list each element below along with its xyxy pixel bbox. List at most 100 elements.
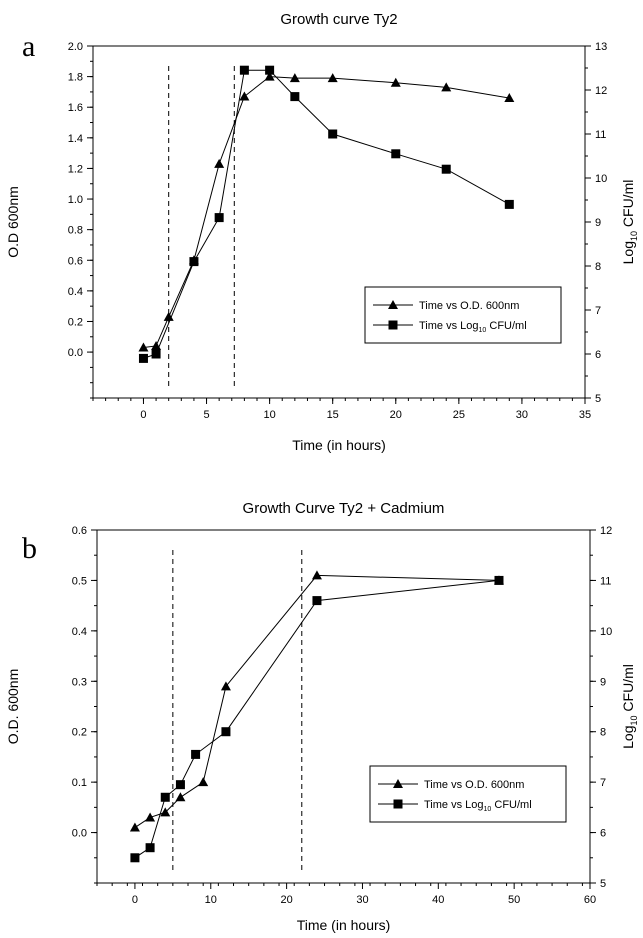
- panel-b-y-axis-label: O.D. 600nm: [5, 669, 21, 744]
- panel-a-title: Growth curve Ty2: [280, 11, 397, 28]
- panel-b-series-2-point: [312, 596, 322, 606]
- panel-b-legend-marker-triangle: [393, 779, 403, 788]
- panel-b-y2-tick-label: 11: [600, 575, 611, 587]
- panel-b-series-1-point: [311, 570, 322, 580]
- panel-a-x-tick-label: 15: [327, 409, 339, 421]
- panel-a-y-tick-label: 1.2: [68, 163, 83, 175]
- panel-b-series-2-line: [134, 579, 500, 859]
- panel-a-series-2-point: [138, 353, 148, 363]
- panel-b-y2-tick-label: 5: [600, 878, 606, 890]
- panel-a-y2-tick-label: 8: [595, 261, 601, 273]
- panel-a-series-1-point: [264, 71, 275, 81]
- panel-a-series-1-point: [214, 158, 225, 168]
- panel-b-y2-axis-label: Log10 CFU/ml: [620, 664, 639, 749]
- panel-a-series-2-point: [391, 149, 401, 159]
- panel-a-legend-box: [364, 286, 562, 344]
- panel-a-x-tick-label: 25: [453, 409, 465, 421]
- panel-b-y2-tick-label: 10: [600, 626, 612, 638]
- panel-a-legend: Time vs O.D. 600nm Time vs Log10 CFU/ml: [364, 286, 562, 344]
- panel-a-y2-tick-label: 10: [595, 173, 607, 185]
- panel-b-x-tick-label: 40: [432, 894, 444, 906]
- panel-a-y-tick-label: 0.2: [68, 316, 83, 328]
- panel-b-x-axis-label: Time (in hours): [297, 917, 391, 933]
- panel-b-y-tick-label: 0.5: [72, 575, 87, 587]
- panel-b-series-1-point: [129, 822, 140, 832]
- panel-a-series-1-point: [138, 342, 149, 352]
- panel-a-y-tick-label: 1.4: [68, 133, 83, 145]
- panel-a-series-2-point: [239, 65, 249, 75]
- panel-b-series-1-point: [220, 681, 231, 691]
- panel-a: a Growth curve Ty2 0 5 10 15 20 25 30 35 0.0 0.2 0.4…: [5, 11, 639, 453]
- panel-a-series-1-point: [504, 93, 515, 103]
- panel-b-x-tick-label: 20: [280, 894, 292, 906]
- panel-b-legend-entry: Time vs Log10 CFU/ml: [424, 799, 532, 813]
- panel-b-series-1-point: [198, 777, 209, 787]
- panel-b-title: Growth Curve Ty2 + Cadmium: [243, 500, 445, 517]
- panel-b-series-1-line: [134, 574, 499, 828]
- panel-a-y2-tick-label: 7: [595, 305, 601, 317]
- panel-a-series-1-point: [239, 91, 250, 101]
- panel-b-legend-entry: Time vs O.D. 600nm: [424, 779, 524, 791]
- panel-b-y2-tick-label: 8: [600, 727, 606, 739]
- panel-b-series-2-point: [160, 792, 170, 802]
- panel-b-y2-tick-label: 7: [600, 777, 606, 789]
- panel-b-x-tick-label: 10: [205, 894, 217, 906]
- panel-a-y-tick-label: 1.8: [68, 72, 83, 84]
- panel-a-x-tick-label: 5: [203, 409, 209, 421]
- panel-b-x-tick-label: 60: [584, 894, 596, 906]
- panel-a-y-tick-label: 1.6: [68, 102, 83, 114]
- panel-b-series-1-point: [145, 812, 156, 822]
- panel-b-x-tick-label: 30: [356, 894, 368, 906]
- panel-a-series-2-point: [151, 349, 161, 359]
- panel-b-y-tick-label: 0.3: [72, 676, 87, 688]
- panel-a-y2-tick-label: 13: [595, 41, 607, 53]
- panel-b-y-tick-label: 0.6: [72, 525, 87, 537]
- panel-a-y-tick-label: 0.6: [68, 255, 83, 267]
- panel-a-series-1-line: [143, 76, 510, 348]
- panel-b-series-2-point: [145, 843, 155, 853]
- panel-a-series-2-point: [441, 164, 451, 174]
- panel-a-series-2-point: [189, 257, 199, 267]
- panel-a-series-2-point: [265, 65, 275, 75]
- panel-a-series-1-point: [163, 311, 174, 321]
- panel-a-series-2-point: [290, 92, 300, 102]
- panel-a-y-tick-label: 0.0: [68, 347, 83, 359]
- panel-b-y2-tick-label: 12: [600, 525, 612, 537]
- panel-a-y-tick-label: 1.0: [68, 194, 83, 206]
- panel-b-x-tick-label: 50: [508, 894, 520, 906]
- panel-b-legend-marker-square: [393, 799, 403, 809]
- panel-b-y-tick-label: 0.2: [72, 727, 87, 739]
- panel-a-legend-entry: Time vs O.D. 600nm: [419, 300, 519, 312]
- panel-b-x-tick-label: 0: [132, 894, 138, 906]
- panel-a-x-tick-label: 0: [140, 409, 146, 421]
- panel-b-series-2-point: [494, 575, 504, 585]
- panel-a-y2-tick-label: 12: [595, 85, 607, 97]
- panel-a-legend-entry: Time vs Log10 CFU/ml: [419, 320, 527, 334]
- panel-a-label: a: [22, 30, 35, 63]
- panel-b-y-tick-label: 0.1: [72, 777, 87, 789]
- panel-b-series-2-point: [221, 727, 231, 737]
- panel-a-series-2-point: [328, 129, 338, 139]
- panel-a-y2-tick-label: 9: [595, 217, 601, 229]
- panel-a-series-1-point: [441, 82, 452, 92]
- panel-a-y2-axis-label: Log10 CFU/ml: [620, 180, 639, 265]
- panel-a-x-tick-label: 35: [579, 409, 591, 421]
- panel-a-y-tick-label: 0.8: [68, 225, 83, 237]
- panel-b-series-2-point: [130, 853, 140, 863]
- panel-b-label: b: [22, 532, 37, 565]
- panel-a-series-2-point: [214, 213, 224, 223]
- panel-b-series-1-point: [175, 792, 186, 802]
- panel-a-y-tick-label: 0.4: [68, 286, 83, 298]
- panel-a-y2-tick-label: 5: [595, 393, 601, 405]
- panel-a-x-tick-label: 30: [516, 409, 528, 421]
- panel-b-series-1-point: [160, 807, 171, 817]
- panel-a-y-axis-label: O.D 600nm: [5, 186, 21, 258]
- panel-b: b Growth Curve Ty2 + Cadmium 0 10 20 30 40 50 60…: [5, 500, 639, 933]
- panel-a-legend-marker-square: [388, 320, 398, 330]
- panel-a-y2-tick-label: 6: [595, 349, 601, 361]
- panel-a-series-2-point: [504, 199, 514, 209]
- panel-b-legend: Time vs O.D. 600nm Time vs Log10 CFU/ml: [369, 765, 567, 823]
- panel-a-x-tick-label: 10: [263, 409, 275, 421]
- panel-b-y-tick-label: 0.0: [72, 828, 87, 840]
